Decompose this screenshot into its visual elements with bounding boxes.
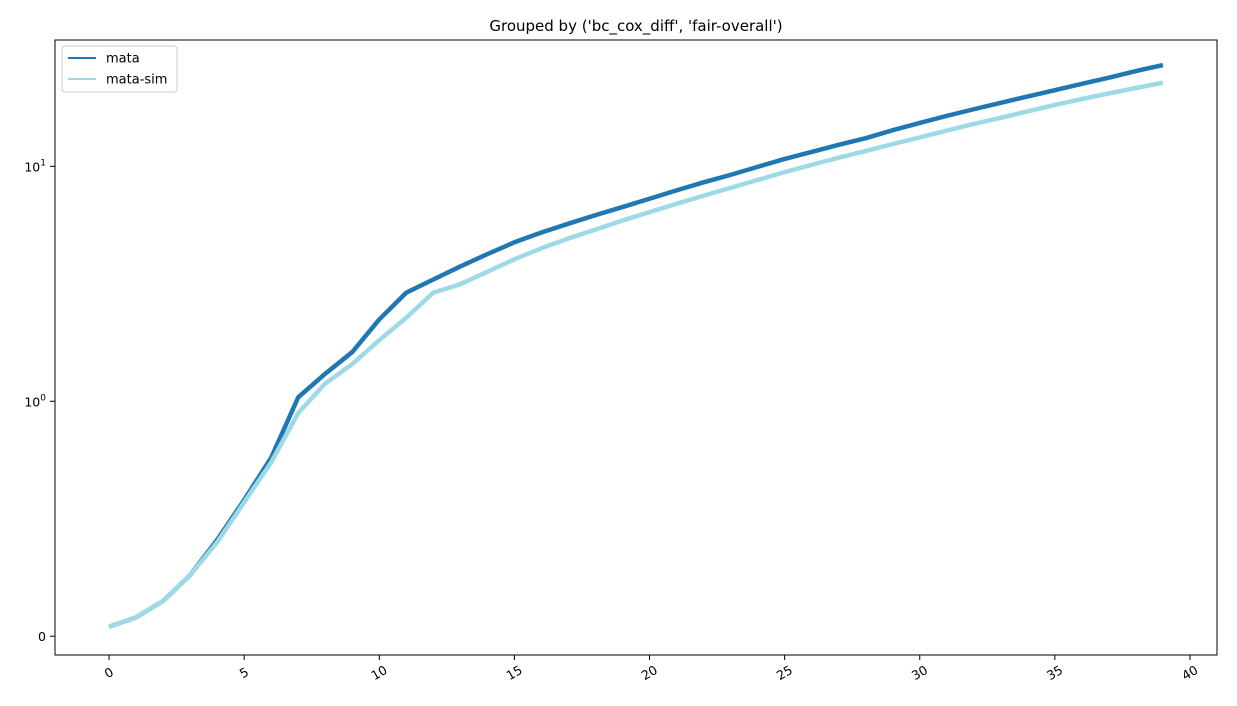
legend: mata mata-sim bbox=[61, 45, 178, 93]
y-tick-label: 0 bbox=[38, 629, 46, 644]
legend-label: mata-sim bbox=[106, 73, 167, 88]
series-line-2 bbox=[108, 80, 1164, 629]
y-tick-label: 100 bbox=[24, 393, 46, 409]
series-line-1 bbox=[108, 62, 1164, 629]
chart-title: Grouped by ('bc_cox_diff', 'fair-overall… bbox=[489, 17, 782, 36]
x-tick-label: 40 bbox=[1179, 662, 1200, 683]
legend-label: mata bbox=[106, 52, 140, 67]
y-axis: 0 100 101 bbox=[24, 158, 55, 644]
series-layer bbox=[108, 62, 1164, 629]
x-tick-label: 25 bbox=[774, 662, 795, 683]
x-tick-label: 30 bbox=[909, 662, 930, 683]
x-tick-label: 20 bbox=[639, 662, 660, 683]
plot-frame bbox=[54, 39, 1218, 656]
y-tick-label: 101 bbox=[24, 158, 46, 174]
x-tick-label: 0 bbox=[102, 664, 116, 681]
x-tick-label: 35 bbox=[1044, 662, 1065, 683]
x-tick-label: 10 bbox=[368, 662, 389, 683]
x-tick-label: 15 bbox=[504, 662, 525, 683]
x-tick-label: 5 bbox=[237, 664, 251, 681]
x-axis: 0 5 10 15 20 25 30 35 40 bbox=[102, 655, 1200, 683]
